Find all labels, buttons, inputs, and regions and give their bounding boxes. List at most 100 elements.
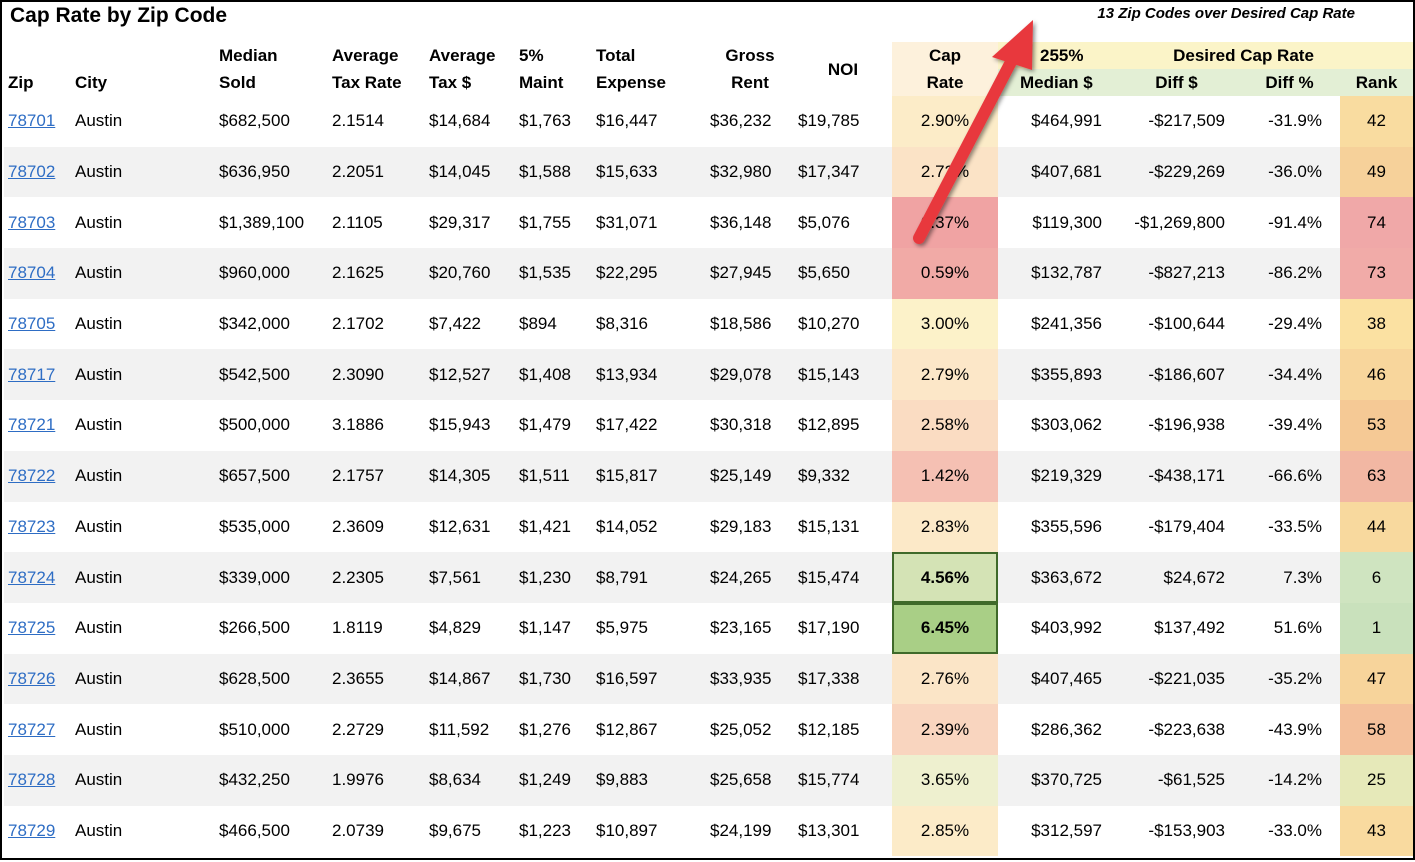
cell-median-sold: $342,000	[219, 314, 290, 334]
zip-link[interactable]: 78705	[8, 314, 56, 334]
header-city-top	[71, 42, 215, 69]
cell-zip[interactable]: 78722	[4, 450, 71, 502]
cell-maint: $1,147	[519, 618, 571, 638]
cell-zip[interactable]: 78704	[4, 248, 71, 299]
cell-avg-tax: $14,045	[425, 146, 515, 198]
cell-avg-tax-rate: 2.3655	[328, 653, 425, 705]
cell-rank: 44	[1340, 501, 1414, 553]
zip-link[interactable]: 78724	[8, 567, 56, 587]
cell-diff-percent: -29.4%	[1268, 314, 1322, 334]
cell-zip[interactable]: 78724	[4, 552, 71, 603]
cell-diff-percent: -31.9%	[1268, 111, 1322, 131]
cell-total-expense: $9,883	[592, 754, 706, 806]
header-rank: Rank	[1340, 69, 1414, 96]
header-diff-dollar: Diff $	[1114, 69, 1239, 96]
cell-rank: 38	[1340, 298, 1414, 350]
zip-link[interactable]: 78723	[8, 516, 56, 536]
header-gross-rent: Rent	[731, 73, 769, 92]
zip-link[interactable]: 78725	[8, 618, 56, 638]
cell-cap-rate: 1.42%	[892, 450, 998, 502]
cell-median-255: $407,465	[998, 653, 1114, 705]
cell-cap-rate: 2.90%	[892, 96, 998, 147]
table-body: 78701 Austin $682,500 2.1514 $14,684 $1,763 $1…	[4, 96, 1414, 857]
zip-link[interactable]: 78726	[8, 668, 56, 688]
zip-link[interactable]: 78721	[8, 415, 56, 435]
cell-zip[interactable]: 78705	[4, 299, 71, 350]
cell-maint: $1,408	[515, 349, 592, 401]
cell-total-expense: $22,295	[592, 248, 706, 299]
cell-city: Austin	[71, 552, 215, 603]
cell-avg-tax-rate: 2.3090	[328, 349, 425, 401]
header-row-top: Median Average Average 5% Total Gross Ca…	[4, 42, 1414, 69]
cell-median-sold: $682,500	[219, 111, 290, 131]
cell-zip[interactable]: 78725	[4, 603, 71, 654]
cell-median-255: $355,596	[1031, 516, 1102, 536]
table-row: 78702 Austin $636,950 2.2051 $14,045 $1,588 $1…	[4, 146, 1414, 198]
cell-city: Austin	[75, 415, 123, 435]
cell-zip[interactable]: 78729	[4, 806, 71, 857]
cell-zip[interactable]: 78723	[4, 502, 71, 553]
cell-diff-percent: -33.5%	[1268, 516, 1322, 536]
cell-maint: $1,511	[515, 450, 592, 502]
cell-median-255: $403,992	[1031, 618, 1102, 638]
cell-total-expense: $14,052	[596, 516, 658, 536]
cell-city: Austin	[75, 820, 123, 840]
cell-maint: $1,535	[515, 248, 592, 299]
cell-avg-tax-rate: 3.1886	[332, 415, 384, 435]
cell-rank: 53	[1340, 400, 1414, 451]
zip-link[interactable]: 78728	[8, 770, 56, 790]
cell-diff-dollar: -$186,607	[1114, 349, 1239, 401]
header-avg-tax: Tax $	[429, 73, 472, 92]
cell-diff-percent: -39.4%	[1268, 415, 1322, 435]
cell-zip[interactable]: 78726	[4, 653, 71, 705]
table-row: 78705 Austin $342,000 2.1702 $7,422 $894 $8,31…	[4, 298, 1414, 350]
cell-median-sold: $628,500	[215, 653, 328, 705]
cell-zip[interactable]: 78717	[4, 349, 71, 401]
cell-cap-rate: 2.58%	[892, 400, 998, 451]
cell-noi: $15,474	[794, 552, 892, 603]
table-row: 78721 Austin $500,000 3.1886 $15,943 $1,479 $1…	[4, 400, 1414, 451]
zip-link[interactable]: 78701	[8, 111, 56, 131]
table-row: 78725 Austin $266,500 1.8119 $4,829 $1,147 $5,…	[4, 602, 1414, 654]
zip-link[interactable]: 78729	[8, 820, 56, 840]
cell-cap-rate: 2.39%	[892, 704, 998, 755]
zip-link[interactable]: 78702	[8, 162, 56, 182]
cell-cap-rate: 0.59%	[892, 248, 998, 299]
zip-link[interactable]: 78722	[8, 466, 56, 486]
table-row: 78726 Austin $628,500 2.3655 $14,867 $1,730 $1…	[4, 653, 1414, 705]
cell-noi: $9,332	[794, 450, 892, 502]
cell-gross-rent: $29,183	[710, 516, 772, 536]
cell-gross-rent: $25,658	[706, 754, 794, 806]
cell-rank: 63	[1340, 450, 1414, 502]
cell-median-sold: $510,000	[219, 719, 290, 739]
cell-city: Austin	[71, 349, 215, 401]
cell-avg-tax: $9,675	[429, 820, 481, 840]
zip-link[interactable]: 78703	[8, 212, 56, 232]
cell-noi: $10,270	[798, 314, 860, 334]
cell-avg-tax: $29,317	[429, 212, 491, 232]
cell-rank: 1	[1340, 602, 1414, 654]
cell-gross-rent: $24,265	[706, 552, 794, 603]
cell-zip[interactable]: 78727	[4, 704, 71, 755]
cell-zip[interactable]: 78721	[4, 400, 71, 451]
zip-link[interactable]: 78717	[8, 364, 56, 384]
cell-zip[interactable]: 78702	[4, 146, 71, 198]
cell-zip[interactable]: 78701	[4, 96, 71, 147]
cell-zip[interactable]: 78703	[4, 197, 71, 248]
cell-total-expense: $31,071	[596, 212, 658, 232]
header-zip-top	[4, 42, 71, 69]
cell-maint: $1,249	[515, 754, 592, 806]
cell-noi: $5,076	[798, 212, 850, 232]
cell-zip[interactable]: 78728	[4, 754, 71, 806]
header-avg-tax-rate-top: Average	[332, 46, 399, 65]
cell-city: Austin	[75, 516, 123, 536]
cap-rate-table: Median Average Average 5% Total Gross Ca…	[4, 42, 1414, 857]
zip-link[interactable]: 78727	[8, 719, 56, 739]
cell-avg-tax-rate: 2.2729	[332, 719, 384, 739]
cell-diff-percent: -36.0%	[1239, 146, 1340, 198]
zip-link[interactable]: 78704	[8, 263, 56, 283]
cell-median-sold: $266,500	[219, 618, 290, 638]
cell-diff-percent: -34.4%	[1239, 349, 1340, 401]
cell-gross-rent: $36,232	[710, 111, 772, 131]
